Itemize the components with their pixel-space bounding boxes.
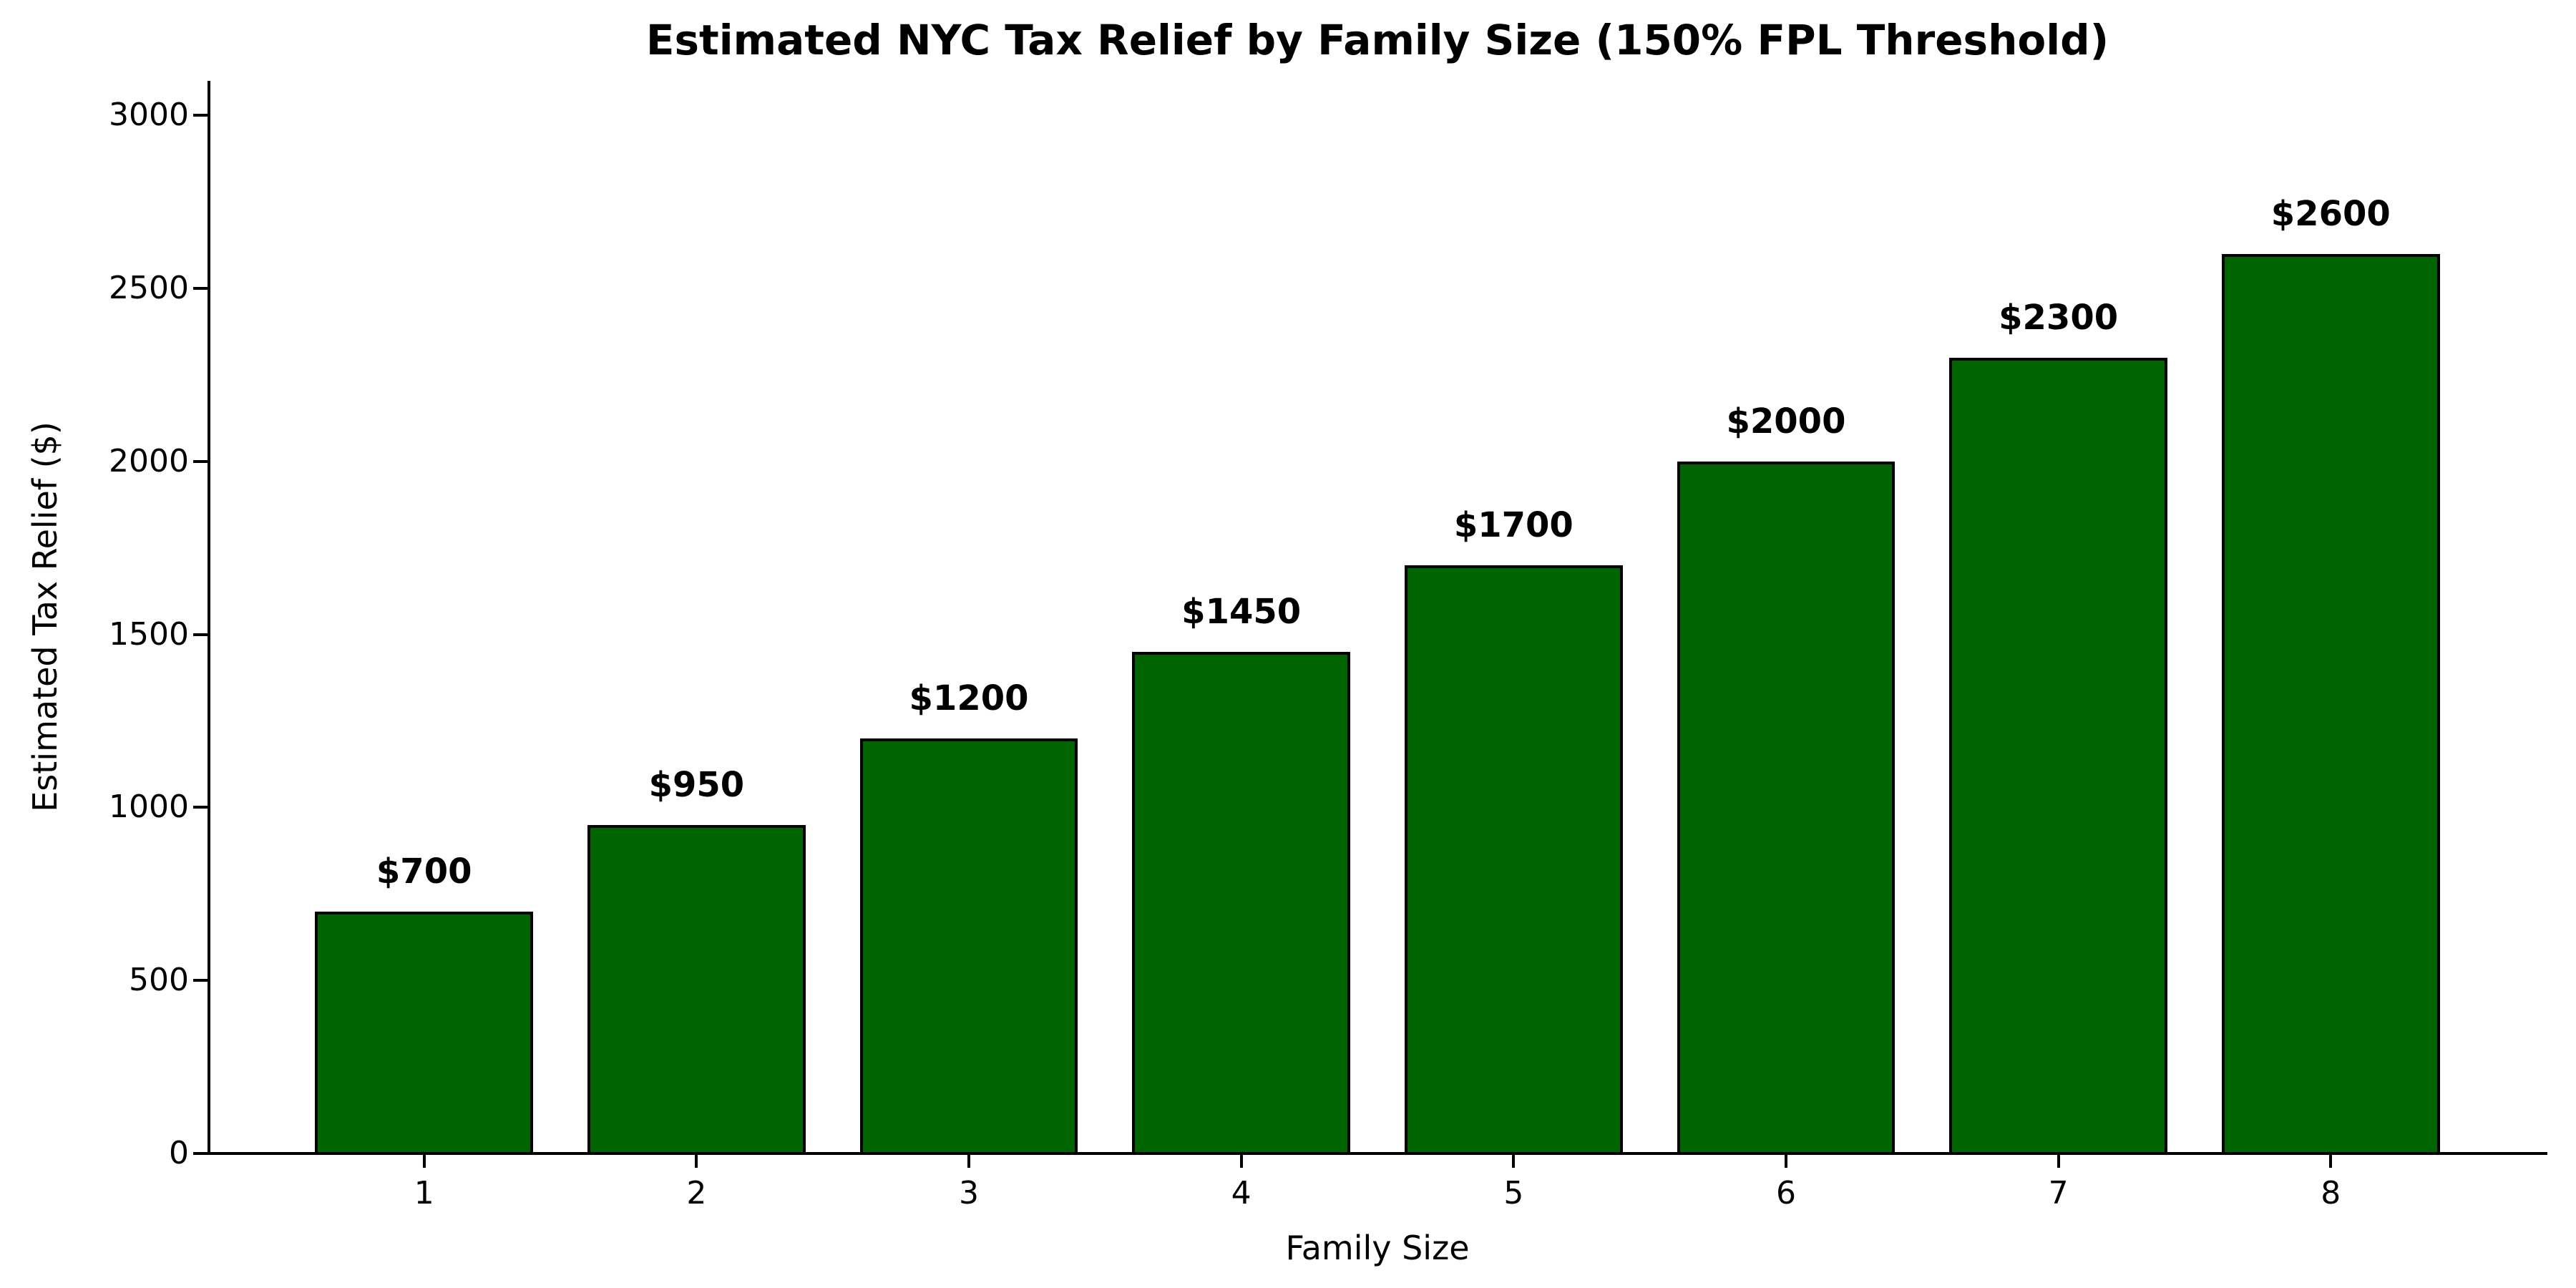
x-tick-label: 6 xyxy=(1775,1175,1796,1211)
x-tick-label: 3 xyxy=(959,1175,980,1211)
x-tick-label: 8 xyxy=(2321,1175,2341,1211)
bar-value-label: $2600 xyxy=(2270,193,2391,234)
x-tick-mark xyxy=(1512,1155,1516,1168)
y-tick-mark xyxy=(193,979,209,982)
x-tick-label: 4 xyxy=(1231,1175,1252,1211)
y-tick-label: 1000 xyxy=(109,789,189,826)
bar-value-label: $2300 xyxy=(1999,297,2119,338)
y-tick-mark xyxy=(193,114,209,117)
y-tick-label: 0 xyxy=(169,1135,189,1171)
bar xyxy=(1949,357,2167,1155)
y-tick-mark xyxy=(193,459,209,463)
x-tick-label: 2 xyxy=(686,1175,707,1211)
bar xyxy=(2222,253,2440,1155)
x-tick-mark xyxy=(2057,1155,2060,1168)
x-tick-label: 7 xyxy=(2048,1175,2069,1211)
y-tick-label: 2000 xyxy=(109,442,189,479)
x-tick-label: 5 xyxy=(1503,1175,1524,1211)
y-tick-mark xyxy=(193,287,209,291)
bar-value-label: $1700 xyxy=(1453,504,1574,545)
x-tick-label: 1 xyxy=(414,1175,434,1211)
x-tick-mark xyxy=(422,1155,426,1168)
bar-value-label: $700 xyxy=(376,851,472,892)
y-axis-spine xyxy=(208,81,210,1155)
y-tick-label: 3000 xyxy=(109,97,189,134)
bar-value-label: $1450 xyxy=(1181,591,1302,632)
y-tick-mark xyxy=(193,633,209,636)
x-tick-mark xyxy=(1784,1155,1787,1168)
bar-value-label: $2000 xyxy=(1726,401,1846,441)
y-tick-label: 2500 xyxy=(109,270,189,307)
x-tick-mark xyxy=(695,1155,698,1168)
x-axis-spine xyxy=(208,1152,2547,1155)
bar xyxy=(587,824,806,1155)
x-tick-mark xyxy=(1239,1155,1243,1168)
x-tick-mark xyxy=(967,1155,971,1168)
bar-value-label: $1200 xyxy=(909,678,1029,718)
y-tick-mark xyxy=(193,1152,209,1155)
y-tick-mark xyxy=(193,806,209,809)
bar xyxy=(1405,565,1623,1155)
bar-value-label: $950 xyxy=(648,764,745,805)
bar xyxy=(859,738,1078,1155)
x-tick-mark xyxy=(2329,1155,2333,1168)
y-tick-label: 500 xyxy=(129,962,189,999)
bar xyxy=(1132,651,1350,1155)
chart-title: Estimated NYC Tax Relief by Family Size … xyxy=(645,16,2109,64)
bar xyxy=(315,911,533,1155)
bar xyxy=(1677,461,1896,1155)
x-axis-label: Family Size xyxy=(1285,1229,1470,1267)
y-tick-label: 1500 xyxy=(109,615,189,653)
